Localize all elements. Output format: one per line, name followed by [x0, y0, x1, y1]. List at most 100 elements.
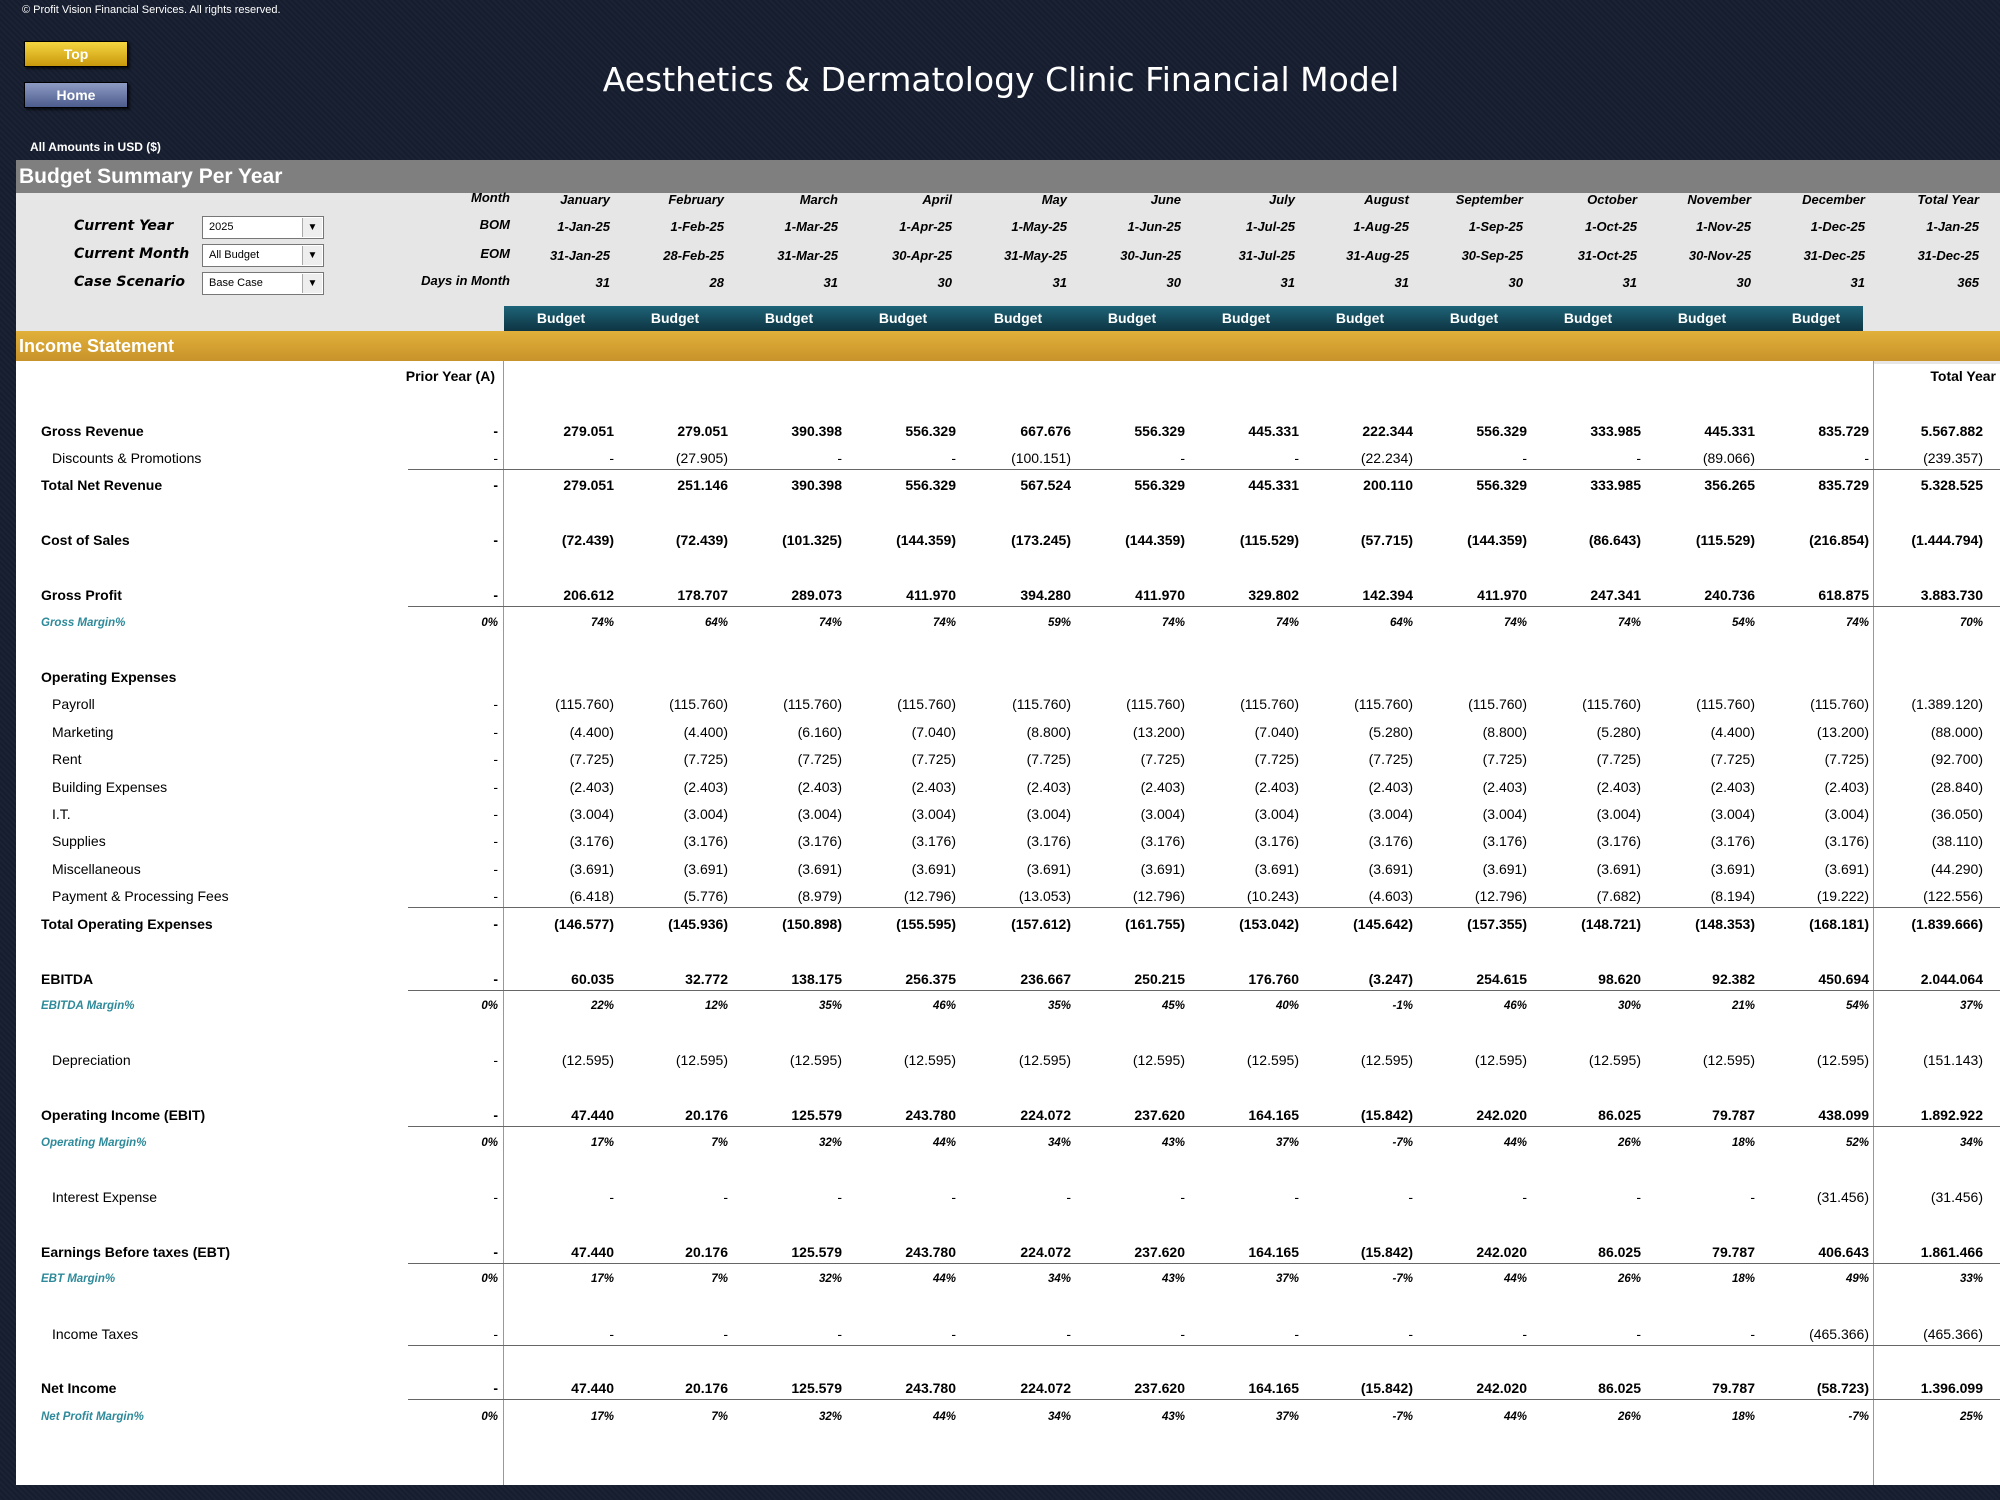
total-year-cell: 25% [1959, 1411, 1983, 1423]
month-value-cell: - [951, 1326, 956, 1342]
month-header-days: 30 [937, 275, 952, 290]
page-title-text: Aesthetics & Dermatology Clinic Financia… [602, 60, 1400, 99]
month-value-cell: (3.691) [1368, 861, 1413, 877]
month-value-cell: 242.020 [1476, 1380, 1527, 1396]
header-row-label: Days in Month [421, 273, 510, 288]
month-value-cell: (146.577) [554, 916, 614, 932]
month-value-cell: - [1636, 1189, 1641, 1205]
month-header-name: September [1455, 192, 1523, 207]
month-header-bom: 1-Sep-25 [1468, 219, 1523, 234]
month-value-cell: 60.035 [571, 971, 614, 987]
month-value-cell: 43% [1161, 1411, 1185, 1423]
budget-label: Budget [536, 310, 586, 326]
row-label: Operating Expenses [41, 669, 177, 685]
month-value-cell: 445.331 [1248, 423, 1299, 439]
total-year-cell: 34% [1959, 1137, 1983, 1149]
month-header-days: 28 [709, 275, 724, 290]
month-value-cell: (3.004) [1254, 806, 1299, 822]
month-value-cell: 556.329 [1134, 423, 1185, 439]
month-value-cell: (72.439) [561, 532, 614, 548]
row-label: Cost of Sales [41, 532, 130, 548]
month-value-cell: (3.691) [1254, 861, 1299, 877]
month-value-cell: (7.725) [1254, 751, 1299, 767]
prior-year-cell: 0% [481, 1000, 498, 1012]
total-year-cell: (239.357) [1923, 450, 1983, 466]
control-select[interactable]: All Budget ▼ [202, 244, 324, 267]
month-header-name: October [1587, 192, 1637, 207]
month-value-cell: (4.400) [1710, 724, 1755, 740]
row-label: Interest Expense [52, 1189, 158, 1205]
row-rule [408, 1399, 2000, 1400]
month-value-cell: 618.875 [1818, 587, 1869, 603]
month-value-cell: 74% [1845, 617, 1869, 629]
dropdown-caret-icon[interactable]: ▼ [302, 274, 322, 293]
month-value-cell: (3.004) [569, 806, 614, 822]
row-label: Total Net Revenue [41, 477, 163, 493]
month-value-cell: 450.694 [1818, 971, 1869, 987]
month-value-cell: 222.344 [1362, 423, 1413, 439]
month-value-cell: 247.341 [1590, 587, 1641, 603]
month-value-cell: - [1864, 450, 1869, 466]
control-select[interactable]: Base Case ▼ [202, 272, 324, 295]
total-header-bom: 1-Jan-25 [1926, 219, 1979, 234]
month-value-cell: (115.760) [555, 696, 614, 712]
month-header-name: May [1041, 192, 1067, 207]
month-value-cell: (3.691) [1140, 861, 1185, 877]
month-value-cell: - [1636, 450, 1641, 466]
month-header-eom: 31-Jan-25 [550, 248, 610, 263]
total-year-cell: 3.883.730 [1920, 587, 1983, 603]
month-value-cell: (7.725) [569, 751, 614, 767]
total-year-cell: 1.892.922 [1920, 1107, 1983, 1123]
month-value-cell: (3.176) [1596, 833, 1641, 849]
dropdown-caret-icon[interactable]: ▼ [302, 246, 322, 265]
total-year-cell: 37% [1959, 1000, 1983, 1012]
month-value-cell: - [609, 1189, 614, 1205]
month-value-cell: (3.247) [1368, 971, 1413, 987]
total-year-cell: 2.044.064 [1920, 971, 1983, 987]
row-rule [408, 907, 2000, 908]
month-value-cell: 18% [1731, 1273, 1755, 1285]
month-value-cell: (3.691) [1482, 861, 1527, 877]
month-value-cell: 79.787 [1712, 1107, 1755, 1123]
month-value-cell: (157.355) [1467, 916, 1527, 932]
top-button[interactable]: Top [24, 41, 128, 67]
month-value-cell: 125.579 [791, 1244, 842, 1260]
month-value-cell: (3.004) [1482, 806, 1527, 822]
month-value-cell: (148.721) [1581, 916, 1641, 932]
month-value-cell: (2.403) [1710, 779, 1755, 795]
month-value-cell: 35% [818, 1000, 842, 1012]
home-button[interactable]: Home [24, 82, 128, 108]
month-value-cell: 26% [1617, 1411, 1641, 1423]
month-value-cell: (3.176) [1254, 833, 1299, 849]
month-value-cell: 411.970 [1477, 587, 1527, 603]
total-year-header: Total Year [1930, 368, 1996, 384]
dropdown-caret-icon[interactable]: ▼ [302, 218, 322, 237]
month-header-bom: 1-Nov-25 [1696, 219, 1751, 234]
row-label: Net Income [41, 1380, 117, 1396]
month-value-cell: 43% [1161, 1273, 1185, 1285]
month-value-cell: (2.403) [911, 779, 956, 795]
month-value-cell: -7% [1392, 1411, 1413, 1423]
month-value-cell: 20.176 [685, 1380, 728, 1396]
prior-year-cell: - [493, 833, 498, 849]
month-value-cell: (3.176) [1026, 833, 1071, 849]
month-value-cell: (150.898) [782, 916, 842, 932]
month-value-cell: - [951, 1189, 956, 1205]
month-value-cell: (115.529) [1695, 532, 1755, 548]
control-select[interactable]: 2025 ▼ [202, 216, 324, 239]
month-value-cell: 7% [711, 1137, 728, 1149]
month-value-cell: 86.025 [1598, 1107, 1641, 1123]
month-header-bom: 1-Jul-25 [1245, 219, 1295, 234]
month-value-cell: - [1408, 1326, 1413, 1342]
month-value-cell: 32% [818, 1411, 842, 1423]
month-value-cell: (57.715) [1360, 532, 1413, 548]
month-value-cell: (19.222) [1816, 888, 1869, 904]
month-value-cell: 44% [932, 1137, 956, 1149]
month-value-cell: (15.842) [1360, 1380, 1413, 1396]
month-value-cell: 200.110 [1363, 477, 1413, 493]
month-header-days: 31 [823, 275, 838, 290]
prior-year-cell: - [493, 888, 498, 904]
month-header-days: 30 [1166, 275, 1181, 290]
month-value-cell: (7.725) [911, 751, 956, 767]
month-value-cell: (3.004) [1026, 806, 1071, 822]
